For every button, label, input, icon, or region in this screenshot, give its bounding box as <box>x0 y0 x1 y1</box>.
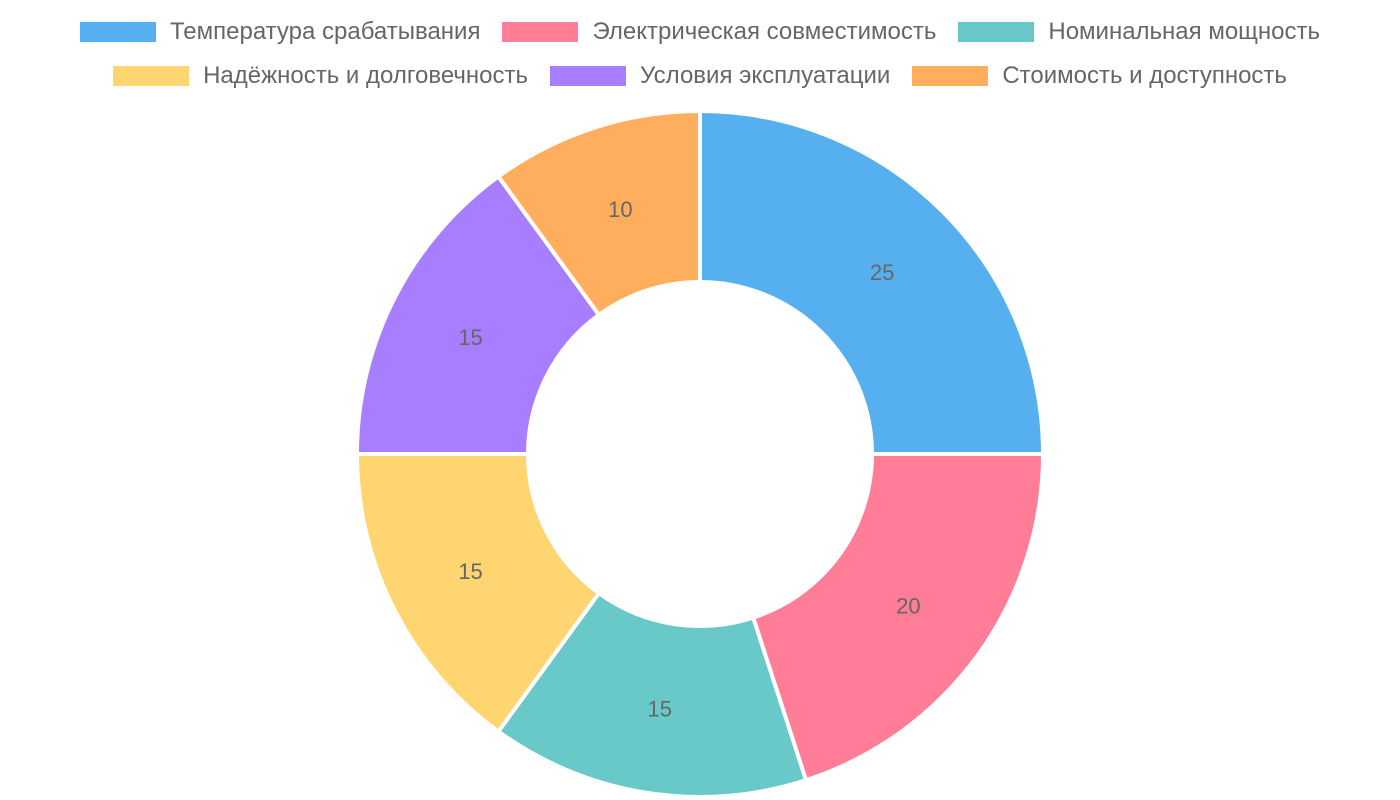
slice-value-label: 25 <box>870 260 894 285</box>
legend-label: Температура срабатывания <box>169 18 481 45</box>
slice-value-label: 10 <box>608 197 632 222</box>
legend-label: Стоимость и доступность <box>1002 62 1287 89</box>
legend-label: Условия эксплуатации <box>640 62 891 89</box>
doughnut-slice[interactable] <box>495 108 702 318</box>
slice-value-labels: 25 20 15 15 15 10 <box>458 197 920 721</box>
legend-item-operating-conditions[interactable]: Условия эксплуатации <box>550 62 890 90</box>
doughnut-slice[interactable] <box>354 452 602 735</box>
legend-row-2: Надёжность и долговечность Условия экспл… <box>0 62 1400 90</box>
legend-item-electrical-compatibility[interactable]: Электрическая совместимость <box>502 18 936 46</box>
slice-value-label: 20 <box>896 593 920 618</box>
doughnut-slice[interactable] <box>698 108 1046 456</box>
legend-label: Надёжность и долговечность <box>203 62 529 89</box>
legend-swatch <box>502 22 579 42</box>
slice-value-label: 15 <box>647 696 671 721</box>
slice-value-label: 15 <box>458 559 482 584</box>
legend-label: Номинальная мощность <box>1048 18 1321 45</box>
doughnut-slice[interactable] <box>354 173 602 456</box>
legend-item-reliability[interactable]: Надёжность и долговечность <box>113 62 528 90</box>
legend-item-trip-temperature[interactable]: Температура срабатывания <box>79 18 481 46</box>
slice-value-label: 15 <box>458 325 482 350</box>
legend-swatch <box>79 22 156 42</box>
doughnut-slices <box>354 108 1046 799</box>
doughnut-slice[interactable] <box>750 452 1046 783</box>
legend-swatch <box>550 66 627 86</box>
legend-swatch <box>912 66 989 86</box>
doughnut-slice[interactable] <box>495 590 809 799</box>
legend-row-1: Температура срабатывания Электрическая с… <box>0 18 1400 46</box>
legend-swatch <box>958 22 1035 42</box>
legend-item-cost-availability[interactable]: Стоимость и доступность <box>912 62 1287 90</box>
legend-label: Электрическая совместимость <box>592 18 937 45</box>
legend-swatch <box>113 66 190 86</box>
legend-item-rated-power[interactable]: Номинальная мощность <box>958 18 1320 46</box>
